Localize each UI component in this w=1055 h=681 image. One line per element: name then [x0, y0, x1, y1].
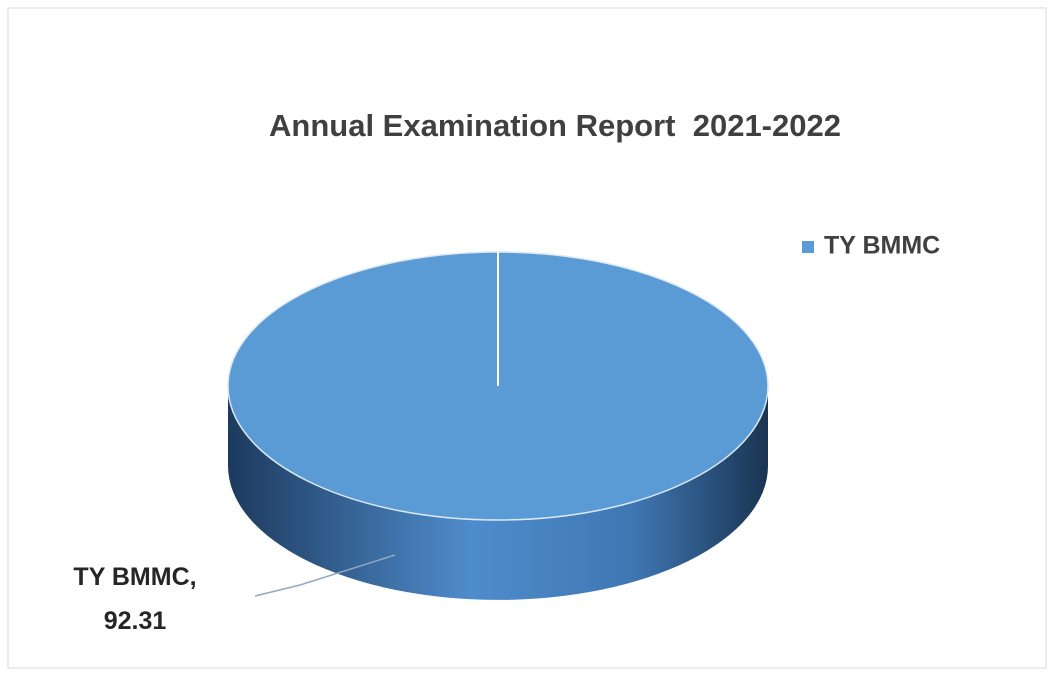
- legend-label: TY BMMC: [824, 232, 940, 260]
- pie-side: [228, 386, 768, 600]
- legend-swatch: [802, 241, 814, 253]
- chart-title: Annual Examination Report 2021-2022: [269, 108, 841, 143]
- chart-border: [7, 7, 1047, 669]
- data-label: TY BMMC, 92.31: [73, 563, 197, 635]
- leader-line: [254, 554, 396, 597]
